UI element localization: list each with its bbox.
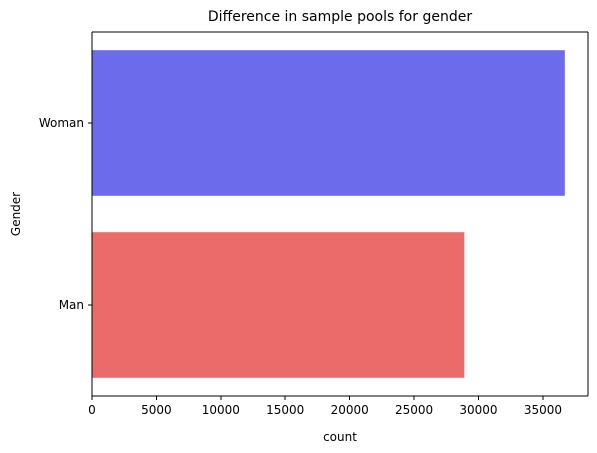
y-axis-label: Gender <box>9 192 23 236</box>
y-tick-label: Man <box>59 298 84 312</box>
x-tick-label: 10000 <box>202 403 240 417</box>
x-axis-label: count <box>323 430 357 444</box>
bar-woman <box>92 50 565 196</box>
x-tick-label: 25000 <box>395 403 433 417</box>
x-tick-label: 0 <box>88 403 96 417</box>
x-tick-label: 15000 <box>266 403 304 417</box>
x-axis-ticks: 0 5000 10000 15000 20000 25000 30000 35000 <box>88 396 562 417</box>
y-axis-ticks: Woman Man <box>39 116 92 312</box>
x-tick-label: 35000 <box>524 403 562 417</box>
bar-man <box>92 232 465 378</box>
y-tick-label: Woman <box>39 116 84 130</box>
x-tick-label: 20000 <box>331 403 369 417</box>
chart-title: Difference in sample pools for gender <box>208 9 472 25</box>
x-tick-label: 5000 <box>141 403 172 417</box>
x-tick-label: 30000 <box>459 403 497 417</box>
plot-area <box>92 50 565 378</box>
